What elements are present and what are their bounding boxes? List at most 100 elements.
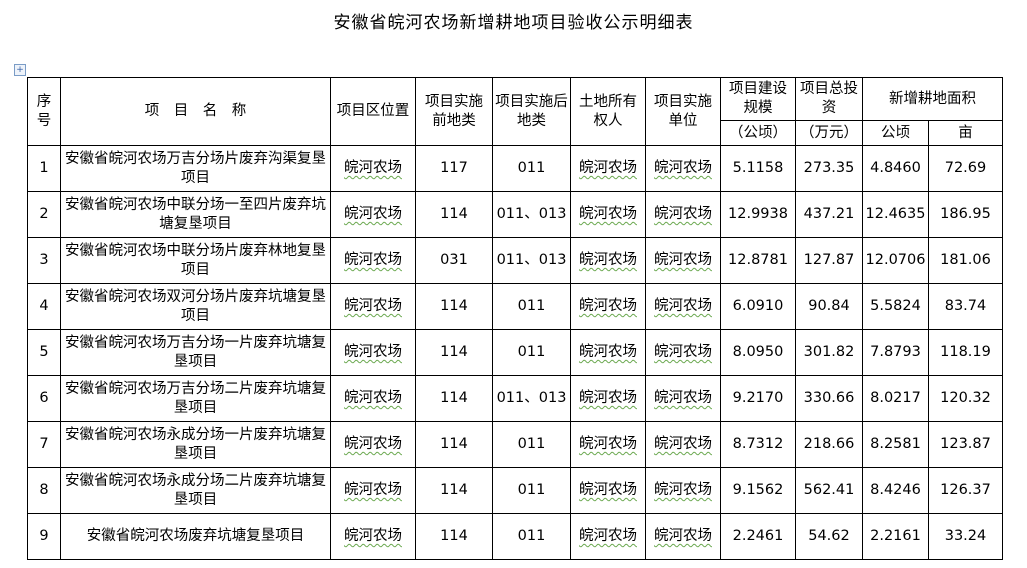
cell-unit-text: 皖河农场 bbox=[654, 252, 712, 268]
cell-owner: 皖河农场 bbox=[570, 421, 646, 468]
cell-unit: 皖河农场 bbox=[645, 145, 721, 192]
cell-location-text: 皖河农场 bbox=[344, 482, 402, 498]
cell-location: 皖河农场 bbox=[330, 191, 416, 238]
table-move-handle-icon[interactable]: + bbox=[14, 64, 26, 76]
cell-invest: 127.87 bbox=[795, 237, 863, 284]
cell-ha: 8.2581 bbox=[862, 421, 929, 468]
cell-after: 011 bbox=[492, 283, 571, 330]
cell-unit-text: 皖河农场 bbox=[654, 482, 712, 498]
cell-mu: 72.69 bbox=[928, 145, 1003, 192]
cell-seq: 7 bbox=[27, 421, 61, 468]
cell-scale: 12.9938 bbox=[720, 191, 796, 238]
cell-invest: 218.66 bbox=[795, 421, 863, 468]
header-location: 项目区位置 bbox=[330, 77, 416, 146]
cell-owner: 皖河农场 bbox=[570, 237, 646, 284]
cell-after: 011 bbox=[492, 145, 571, 192]
cell-invest: 273.35 bbox=[795, 145, 863, 192]
cell-mu: 118.19 bbox=[928, 329, 1003, 376]
cell-scale: 8.0950 bbox=[720, 329, 796, 376]
header-before-type: 项目实施前地类 bbox=[415, 77, 493, 146]
cell-location-text: 皖河农场 bbox=[344, 344, 402, 360]
cell-name: 安徽省皖河农场废弃坑塘复垦项目 bbox=[60, 513, 331, 560]
cell-location-text: 皖河农场 bbox=[344, 436, 402, 452]
cell-location: 皖河农场 bbox=[330, 421, 416, 468]
cell-scale: 9.2170 bbox=[720, 375, 796, 422]
cell-ha: 8.4246 bbox=[862, 467, 929, 514]
header-seq: 序号 bbox=[27, 77, 61, 146]
cell-unit: 皖河农场 bbox=[645, 421, 721, 468]
cell-after: 011、013 bbox=[492, 375, 571, 422]
cell-scale: 8.7312 bbox=[720, 421, 796, 468]
header-new-area: 新增耕地面积 bbox=[862, 77, 1003, 121]
cell-unit-text: 皖河农场 bbox=[654, 206, 712, 222]
cell-owner-text: 皖河农场 bbox=[579, 482, 637, 498]
cell-ha: 4.8460 bbox=[862, 145, 929, 192]
cell-unit: 皖河农场 bbox=[645, 329, 721, 376]
cell-location-text: 皖河农场 bbox=[344, 252, 402, 268]
cell-owner-text: 皖河农场 bbox=[579, 206, 637, 222]
cell-before: 114 bbox=[415, 467, 493, 514]
cell-location: 皖河农场 bbox=[330, 375, 416, 422]
cell-mu: 186.95 bbox=[928, 191, 1003, 238]
cell-name: 安徽省皖河农场中联分场一至四片废弃坑塘复垦项目 bbox=[60, 191, 331, 238]
cell-seq: 3 bbox=[27, 237, 61, 284]
cell-scale: 6.0910 bbox=[720, 283, 796, 330]
table-row: 7 安徽省皖河农场永成分场一片废弃坑塘复垦项目 皖河农场 114 011 皖河农场 皖河农场… bbox=[27, 421, 1003, 468]
cell-unit: 皖河农场 bbox=[645, 237, 721, 284]
cell-before: 114 bbox=[415, 283, 493, 330]
cell-owner-text: 皖河农场 bbox=[579, 298, 637, 314]
cell-seq: 1 bbox=[27, 145, 61, 192]
cell-before: 114 bbox=[415, 329, 493, 376]
cell-before: 114 bbox=[415, 191, 493, 238]
cell-scale: 5.1158 bbox=[720, 145, 796, 192]
cell-after: 011 bbox=[492, 421, 571, 468]
cell-owner: 皖河农场 bbox=[570, 513, 646, 560]
cell-invest: 90.84 bbox=[795, 283, 863, 330]
cell-location: 皖河农场 bbox=[330, 513, 416, 560]
cell-location-text: 皖河农场 bbox=[344, 160, 402, 176]
cell-owner-text: 皖河农场 bbox=[579, 344, 637, 360]
header-scale: 项目建设规模 bbox=[720, 77, 796, 121]
cell-unit: 皖河农场 bbox=[645, 467, 721, 514]
cell-unit-text: 皖河农场 bbox=[654, 344, 712, 360]
cell-name: 安徽省皖河农场永成分场二片废弃坑塘复垦项目 bbox=[60, 467, 331, 514]
cell-before: 117 bbox=[415, 145, 493, 192]
cell-unit-text: 皖河农场 bbox=[654, 436, 712, 452]
cell-unit: 皖河农场 bbox=[645, 375, 721, 422]
cell-mu: 126.37 bbox=[928, 467, 1003, 514]
cell-invest: 437.21 bbox=[795, 191, 863, 238]
cell-unit: 皖河农场 bbox=[645, 513, 721, 560]
cell-location: 皖河农场 bbox=[330, 283, 416, 330]
cell-owner-text: 皖河农场 bbox=[579, 528, 637, 544]
cell-invest: 562.41 bbox=[795, 467, 863, 514]
cell-invest: 330.66 bbox=[795, 375, 863, 422]
project-table: 序号 项 目 名 称 项目区位置 项目实施前地类 项目实施后地类 土地所有权人 … bbox=[27, 77, 1003, 560]
table-row: 1 安徽省皖河农场万吉分场片废弃沟渠复垦项目 皖河农场 117 011 皖河农场 皖河农场 5… bbox=[27, 145, 1003, 192]
cell-name: 安徽省皖河农场万吉分场片废弃沟渠复垦项目 bbox=[60, 145, 331, 192]
header-scale-unit: （公顷） bbox=[720, 120, 796, 146]
table-row: 8 安徽省皖河农场永成分场二片废弃坑塘复垦项目 皖河农场 114 011 皖河农场 皖河农场… bbox=[27, 467, 1003, 514]
cell-unit: 皖河农场 bbox=[645, 283, 721, 330]
cell-seq: 8 bbox=[27, 467, 61, 514]
cell-after: 011 bbox=[492, 329, 571, 376]
cell-before: 114 bbox=[415, 421, 493, 468]
table-row: 9 安徽省皖河农场废弃坑塘复垦项目 皖河农场 114 011 皖河农场 皖河农场 2.2461… bbox=[27, 513, 1003, 560]
cell-ha: 12.0706 bbox=[862, 237, 929, 284]
header-invest-unit: （万元） bbox=[795, 120, 863, 146]
cell-seq: 2 bbox=[27, 191, 61, 238]
cell-owner: 皖河农场 bbox=[570, 467, 646, 514]
cell-unit-text: 皖河农场 bbox=[654, 160, 712, 176]
cell-name: 安徽省皖河农场万吉分场二片废弃坑塘复垦项目 bbox=[60, 375, 331, 422]
cell-after: 011、013 bbox=[492, 237, 571, 284]
cell-seq: 5 bbox=[27, 329, 61, 376]
cell-location: 皖河农场 bbox=[330, 467, 416, 514]
cell-unit: 皖河农场 bbox=[645, 191, 721, 238]
cell-ha: 2.2161 bbox=[862, 513, 929, 560]
table-row: 5 安徽省皖河农场万吉分场一片废弃坑塘复垦项目 皖河农场 114 011 皖河农场 皖河农场… bbox=[27, 329, 1003, 376]
cell-owner: 皖河农场 bbox=[570, 283, 646, 330]
header-name: 项 目 名 称 bbox=[60, 77, 331, 146]
cell-mu: 33.24 bbox=[928, 513, 1003, 560]
cell-after: 011、013 bbox=[492, 191, 571, 238]
cell-scale: 12.8781 bbox=[720, 237, 796, 284]
cell-scale: 2.2461 bbox=[720, 513, 796, 560]
